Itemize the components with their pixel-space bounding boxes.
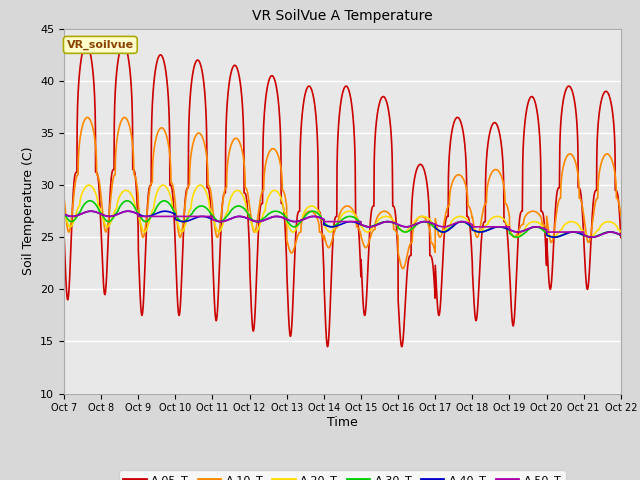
Text: VR_soilvue: VR_soilvue [67,40,134,50]
Legend: A-05_T, A-10_T, A-20_T, A-30_T, A-40_T, A-50_T: A-05_T, A-10_T, A-20_T, A-30_T, A-40_T, … [119,470,566,480]
Y-axis label: Soil Temperature (C): Soil Temperature (C) [22,147,35,276]
X-axis label: Time: Time [327,416,358,429]
Title: VR SoilVue A Temperature: VR SoilVue A Temperature [252,10,433,24]
